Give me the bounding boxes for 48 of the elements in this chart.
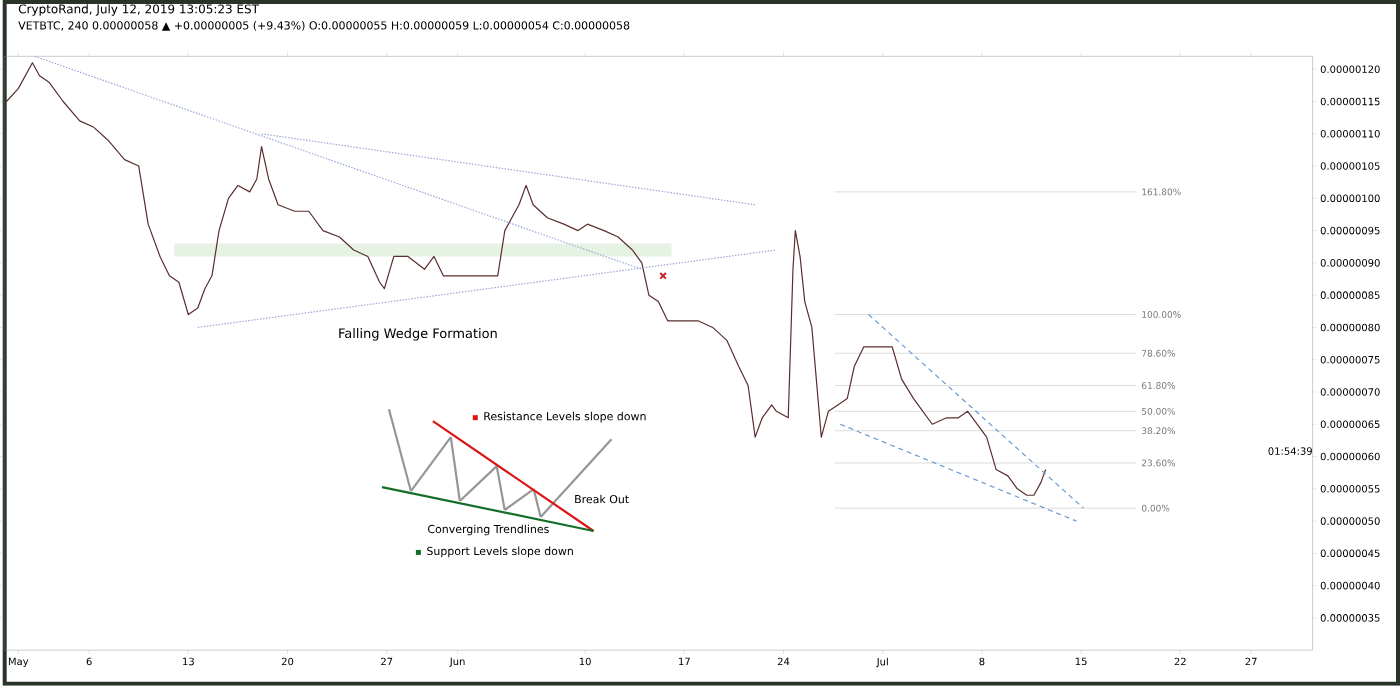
annotation: 100.00%	[1142, 311, 1181, 319]
y-tick-label: 0.00000110	[1320, 130, 1380, 138]
y-tick-label: 0.00000045	[1320, 549, 1380, 558]
x-tick-label: 22	[1174, 657, 1186, 666]
annotation: 61.80%	[1141, 382, 1176, 390]
annotation: 161.80%	[1142, 188, 1181, 196]
y-tick-label: 0.00000080	[1320, 323, 1380, 332]
y-tick-label: 0.00000105	[1320, 162, 1380, 170]
y-tick-label: 0.00000055	[1320, 485, 1380, 493]
chart-title: CryptoRand, July 12, 2019 13:05:23 EST	[18, 4, 259, 16]
x-tick-label: 27	[381, 657, 393, 666]
annotation: Support Levels slope down	[427, 546, 573, 558]
y-tick-label: 0.00000060	[1320, 452, 1380, 461]
y-tick-label: 0.00000090	[1320, 259, 1380, 267]
y-tick-label: 0.00000035	[1320, 614, 1380, 622]
y-tick-label: 0.00000100	[1320, 194, 1380, 203]
y-tick-label: 0.00000065	[1320, 420, 1380, 429]
y-tick-label: 0.00000075	[1320, 356, 1380, 364]
annotation: Falling Wedge Formation	[339, 328, 497, 341]
y-tick-label: 0.00000085	[1320, 291, 1380, 300]
x-tick-label: 24	[777, 657, 790, 666]
chart-subtitle: VETBTC, 240 0.00000058 ▲ +0.00000005 (+9.43%) O:0.00000055 H:0.00000059 L:0.00000054 C:0.00000058	[18, 21, 630, 31]
annotation: Converging Trendlines	[428, 524, 549, 536]
annotation: 38.20%	[1142, 427, 1176, 435]
x-tick-label: Jul	[876, 657, 888, 668]
annotation: 50.00%	[1142, 408, 1176, 415]
x-tick-label: 15	[1075, 657, 1087, 666]
x-tick-label: 27	[1245, 657, 1257, 666]
annotation: 0.00%	[1141, 504, 1170, 512]
x-tick-label: 20	[281, 657, 294, 666]
y-tick-label: 0.00000095	[1320, 226, 1380, 235]
annotation: Break Out	[575, 494, 629, 504]
x-tick-label: 8	[979, 657, 985, 666]
annotation: 23.60%	[1141, 459, 1176, 467]
y-tick-label: 0.00000050	[1320, 517, 1380, 525]
y-tick-label: 0.00000070	[1320, 388, 1380, 396]
annotation: Resistance Levels slope down	[484, 412, 646, 423]
y-tick-label: 0.00000115	[1320, 97, 1380, 106]
x-tick-label: 10	[579, 657, 591, 666]
y-tick-label: 0.00000120	[1320, 65, 1380, 74]
x-tick-label: 6	[86, 657, 92, 666]
annotation: 01:54:39	[1268, 447, 1312, 456]
x-tick-label: Jun	[449, 657, 465, 668]
x-tick-label: 17	[679, 657, 690, 666]
x-tick-label: May	[8, 657, 29, 668]
x-tick-label: 13	[183, 657, 194, 666]
y-tick-label: 0.00000040	[1320, 581, 1380, 590]
annotation: 78.60%	[1142, 350, 1176, 357]
